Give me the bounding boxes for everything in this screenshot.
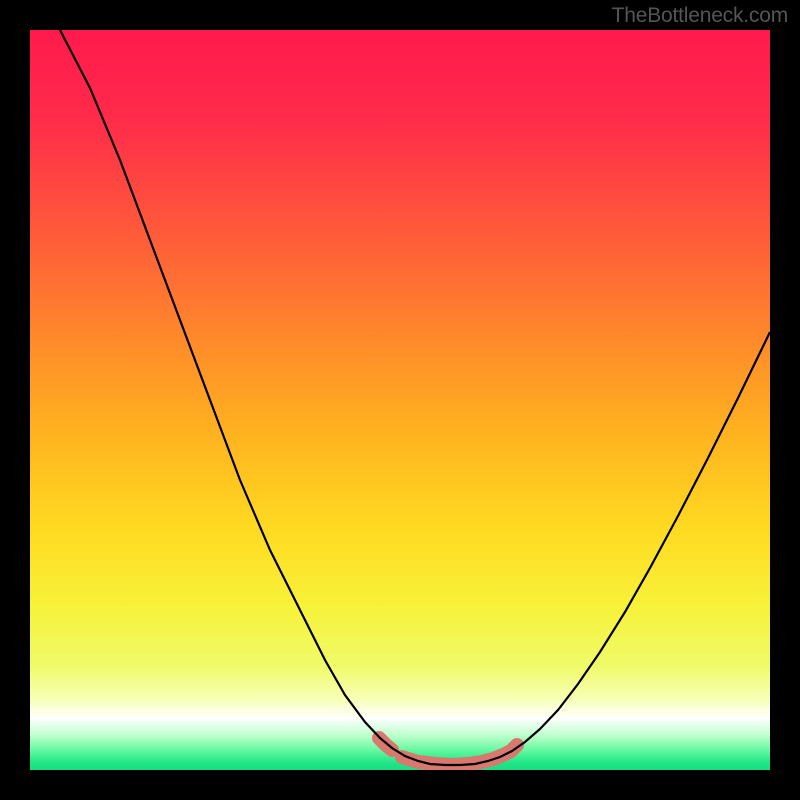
plot-area	[30, 30, 770, 770]
watermark-text: TheBottleneck.com	[612, 4, 788, 28]
gradient-background	[30, 30, 770, 770]
chart-frame: TheBottleneck.com	[0, 0, 800, 800]
